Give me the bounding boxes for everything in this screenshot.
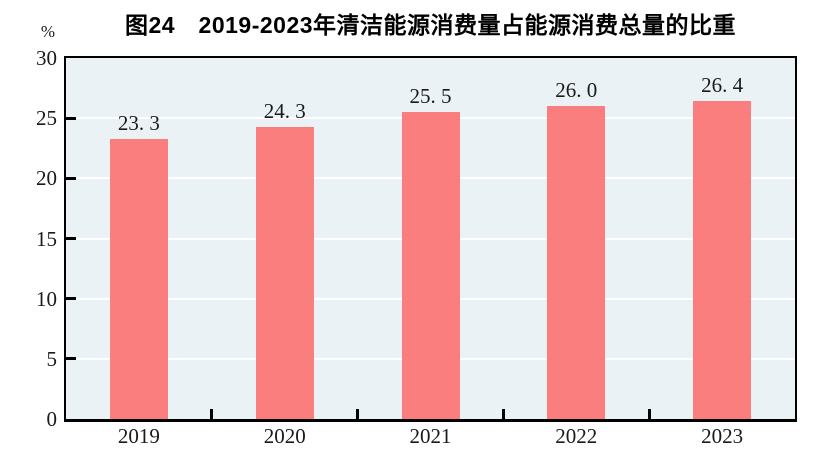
bar-value-label-2023: 26. 4: [701, 73, 744, 98]
x-axis-label-2020: 2020: [263, 424, 306, 448]
y-tick-mark-25: [66, 116, 76, 120]
y-axis-label-20: 20: [36, 166, 57, 191]
x-axis-label-2022: 2022: [555, 424, 598, 448]
bar-value-label-2019: 23. 3: [117, 110, 160, 135]
bar-value-label-2021: 25. 5: [409, 84, 452, 109]
x-axis-label-2019: 2019: [117, 424, 160, 448]
bar-2022: [547, 106, 606, 419]
bar-2020: [255, 126, 314, 419]
y-axis-label-5: 5: [46, 346, 58, 371]
y-axis-label-10: 10: [36, 286, 57, 311]
chart-title: 图24 2019-2023年清洁能源消费量占能源消费总量的比重: [124, 12, 737, 38]
bar-value-label-2020: 24. 3: [263, 98, 306, 123]
x-axis-label-2023: 2023: [701, 424, 744, 448]
y-axis-label-30: 30: [36, 46, 57, 70]
x-axis-label-2021: 2021: [409, 424, 452, 448]
y-tick-mark-20: [66, 176, 76, 180]
y-axis-label-0: 0: [46, 407, 58, 431]
x-tick-mark-2: [356, 409, 360, 419]
y-axis-label-25: 25: [36, 106, 57, 131]
y-axis-label-15: 15: [36, 226, 57, 251]
y-tick-mark-15: [66, 237, 76, 240]
y-tick-mark-10: [66, 297, 76, 301]
x-tick-mark-3: [501, 409, 505, 419]
bar-value-label-2022: 26. 0: [555, 78, 598, 103]
bar-2019: [109, 138, 168, 419]
x-tick-mark-1: [210, 409, 214, 419]
bar-2023: [693, 101, 752, 419]
y-tick-mark-5: [66, 357, 76, 361]
bar-2021: [401, 112, 460, 419]
plot-area: 23. 3 24. 3 25. 5 26. 0 26. 4: [64, 56, 797, 422]
x-tick-mark-4: [647, 409, 651, 419]
y-axis-unit-label: %: [40, 22, 55, 41]
